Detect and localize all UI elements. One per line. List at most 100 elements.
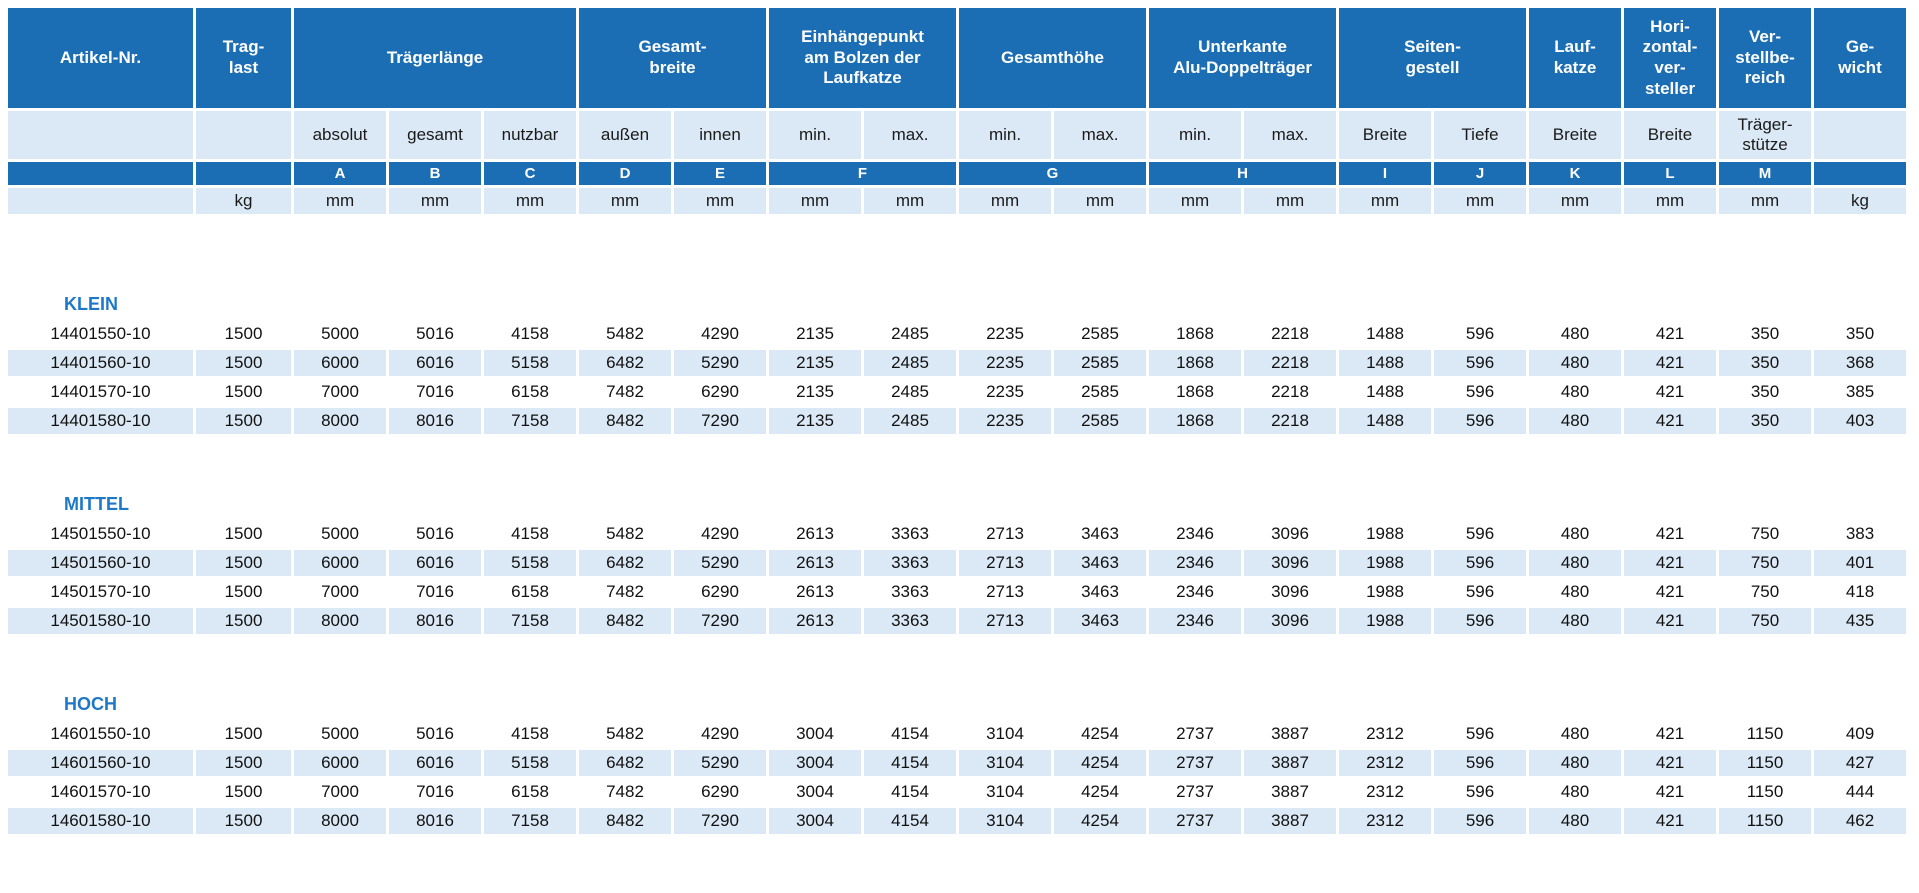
letter-d: D — [579, 162, 671, 185]
subheader-cell — [196, 111, 291, 159]
value-cell: 1150 — [1719, 721, 1812, 747]
value-cell: 4154 — [864, 779, 956, 805]
value-cell: 6000 — [294, 750, 386, 776]
value-cell: 3887 — [1244, 750, 1337, 776]
value-cell: 3004 — [769, 721, 861, 747]
value-cell: 2585 — [1054, 379, 1147, 405]
subheader-breite: Breite — [1339, 111, 1432, 159]
value-cell: 2346 — [1149, 608, 1242, 634]
value-cell: 5158 — [484, 350, 576, 376]
unit-kg: kg — [196, 188, 291, 214]
value-cell: 2346 — [1149, 550, 1242, 576]
value-cell: 1488 — [1339, 379, 1432, 405]
value-cell: 2585 — [1054, 350, 1147, 376]
value-cell: 2346 — [1149, 521, 1242, 547]
value-cell: 480 — [1529, 779, 1622, 805]
col-header-laufkatze: Lauf- katze — [1529, 8, 1622, 108]
value-cell: 2585 — [1054, 321, 1147, 347]
table-row: 14601550-10 1500 5000 5016 4158 5482 4290 3004 4… — [8, 721, 1907, 747]
value-cell: 3104 — [959, 721, 1051, 747]
value-cell: 2485 — [864, 408, 956, 434]
col-header-horizontalversteller: Hori- zontal- ver- steller — [1624, 8, 1717, 108]
subheader-cell — [1814, 111, 1907, 159]
unit-mm: mm — [1339, 188, 1432, 214]
value-cell: 7000 — [294, 379, 386, 405]
article-number-cell: 14401580-10 — [8, 408, 193, 434]
value-cell: 7000 — [294, 579, 386, 605]
value-cell: 4154 — [864, 808, 956, 834]
value-cell: 401 — [1814, 550, 1907, 576]
value-cell: 1868 — [1149, 379, 1242, 405]
value-cell: 444 — [1814, 779, 1907, 805]
value-cell: 7158 — [484, 808, 576, 834]
letter-c: C — [484, 162, 576, 185]
value-cell: 6158 — [484, 579, 576, 605]
value-cell: 4254 — [1054, 721, 1147, 747]
value-cell: 2737 — [1149, 750, 1242, 776]
value-cell: 7290 — [674, 608, 766, 634]
value-cell: 2235 — [959, 408, 1051, 434]
article-number-cell: 14601580-10 — [8, 808, 193, 834]
value-cell: 7016 — [389, 779, 481, 805]
unit-mm: mm — [674, 188, 766, 214]
value-cell: 7016 — [389, 379, 481, 405]
unit-mm: mm — [1624, 188, 1717, 214]
value-cell: 2485 — [864, 350, 956, 376]
unit-mm: mm — [1719, 188, 1812, 214]
value-cell: 1150 — [1719, 750, 1812, 776]
col-header-seitengestell: Seiten- gestell — [1339, 8, 1527, 108]
subheader-traegerstuetze: Träger- stütze — [1719, 111, 1812, 159]
value-cell: 2485 — [864, 321, 956, 347]
subheader-max: max. — [1244, 111, 1337, 159]
subheader-cell — [8, 111, 193, 159]
col-header-traglast: Trag- last — [196, 8, 291, 108]
value-cell: 5482 — [579, 721, 671, 747]
value-cell: 3096 — [1244, 521, 1337, 547]
value-cell: 596 — [1434, 408, 1527, 434]
value-cell: 1988 — [1339, 579, 1432, 605]
value-cell: 596 — [1434, 779, 1527, 805]
value-cell: 8016 — [389, 608, 481, 634]
subheader-innen: innen — [674, 111, 766, 159]
spec-table: Artikel-Nr. Trag- last Trägerlänge Gesam… — [5, 5, 1909, 837]
value-cell: 4254 — [1054, 779, 1147, 805]
value-cell: 4290 — [674, 321, 766, 347]
value-cell: 2235 — [959, 379, 1051, 405]
value-cell: 2346 — [1149, 579, 1242, 605]
subheader-breite: Breite — [1624, 111, 1717, 159]
value-cell: 2713 — [959, 608, 1051, 634]
value-cell: 4290 — [674, 521, 766, 547]
header-row-letters: A B C D E F G H I J K L M — [8, 162, 1907, 185]
value-cell: 4158 — [484, 721, 576, 747]
value-cell: 6482 — [579, 750, 671, 776]
value-cell: 480 — [1529, 750, 1622, 776]
value-cell: 3463 — [1054, 608, 1147, 634]
value-cell: 1500 — [196, 779, 291, 805]
value-cell: 1988 — [1339, 608, 1432, 634]
value-cell: 5290 — [674, 550, 766, 576]
value-cell: 5000 — [294, 321, 386, 347]
value-cell: 5158 — [484, 750, 576, 776]
subheader-aussen: außen — [579, 111, 671, 159]
group-label-hoch: HOCH — [64, 693, 117, 714]
table-row: 14401550-10 1500 5000 5016 4158 5482 4290 2135 2… — [8, 321, 1907, 347]
letter-f: F — [769, 162, 956, 185]
table-row: 14601570-10 1500 7000 7016 6158 7482 6290 3004 4… — [8, 779, 1907, 805]
spacer-cell — [8, 217, 1906, 287]
letter-j: J — [1434, 162, 1527, 185]
letter-g: G — [959, 162, 1147, 185]
value-cell: 3463 — [1054, 579, 1147, 605]
value-cell: 480 — [1529, 408, 1622, 434]
value-cell: 3363 — [864, 550, 956, 576]
subheader-max: max. — [864, 111, 956, 159]
unit-kg: kg — [1814, 188, 1907, 214]
article-number-cell: 14501570-10 — [8, 579, 193, 605]
value-cell: 2713 — [959, 521, 1051, 547]
value-cell: 2235 — [959, 350, 1051, 376]
value-cell: 1988 — [1339, 521, 1432, 547]
value-cell: 421 — [1624, 379, 1717, 405]
value-cell: 421 — [1624, 550, 1717, 576]
value-cell: 750 — [1719, 608, 1812, 634]
value-cell: 8000 — [294, 808, 386, 834]
value-cell: 1868 — [1149, 350, 1242, 376]
